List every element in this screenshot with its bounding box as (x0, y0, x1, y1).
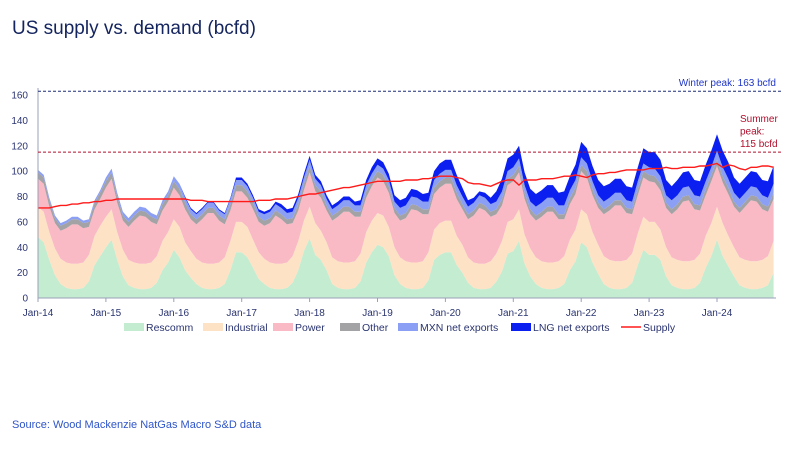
y-tick-label: 100 (11, 167, 28, 178)
chart-title: US supply vs. demand (bcfd) (12, 18, 256, 39)
summer-peak-label: Summer (740, 114, 778, 125)
y-tick-label: 80 (17, 192, 29, 203)
area-power (38, 166, 774, 264)
legend-swatch-power (273, 323, 293, 331)
y-tick-label: 20 (17, 268, 29, 279)
area-other (38, 159, 774, 231)
legend-label: Industrial (225, 322, 268, 334)
source-note: Source: Wood Mackenzie NatGas Macro S&D … (12, 419, 262, 431)
y-tick-label: 0 (22, 294, 28, 305)
legend-swatch-rescomm (124, 323, 144, 331)
y-tick-label: 160 (11, 91, 28, 102)
y-tick-label: 60 (17, 217, 29, 228)
winter-peak-label: Winter peak: 163 bcfd (679, 78, 776, 89)
x-tick-label: Jan-22 (566, 308, 597, 319)
x-tick-label: Jan-24 (702, 308, 733, 319)
area-rescomm (38, 237, 774, 298)
legend-label: Power (295, 322, 325, 334)
x-tick-label: Jan-20 (430, 308, 461, 319)
legend-label: LNG net exports (533, 322, 609, 334)
area-mxn-net-exports (38, 150, 774, 226)
y-tick-label: 120 (11, 141, 28, 152)
x-tick-label: Jan-18 (294, 308, 325, 319)
x-tick-label: Jan-23 (634, 308, 665, 319)
x-tick-label: Jan-21 (498, 308, 529, 319)
summer-peak-label: 115 bcfd (740, 139, 778, 150)
legend-swatch-other (340, 323, 360, 331)
summer-peak-label: peak: (740, 127, 764, 138)
legend-swatch-industrial (203, 323, 223, 331)
legend-label: MXN net exports (420, 322, 498, 334)
legend-label: Other (362, 322, 389, 334)
x-tick-label: Jan-19 (362, 308, 393, 319)
legend-swatch-lng-net-exports (511, 323, 531, 331)
x-tick-label: Jan-16 (159, 308, 190, 319)
area-industrial (38, 206, 774, 290)
x-tick-label: Jan-17 (226, 308, 257, 319)
y-tick-label: 40 (17, 243, 29, 254)
area-lng-net-exports (38, 134, 774, 224)
legend-label: Rescomm (146, 322, 194, 334)
x-tick-label: Jan-14 (23, 308, 54, 319)
y-tick-label: 140 (11, 116, 28, 127)
x-tick-label: Jan-15 (91, 308, 122, 319)
legend-swatch-mxn-net-exports (398, 323, 418, 331)
supply-line (38, 162, 774, 209)
legend-label: Supply (643, 322, 676, 334)
